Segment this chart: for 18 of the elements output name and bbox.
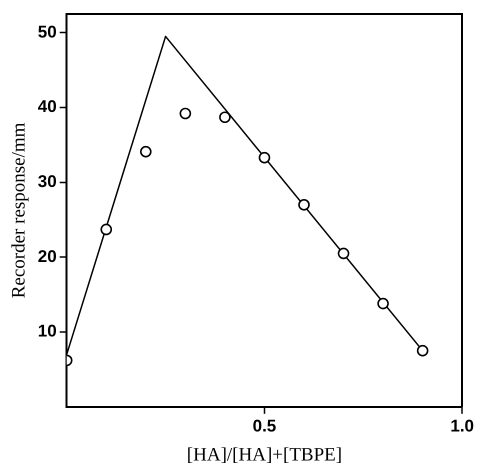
point	[100, 224, 112, 236]
point	[377, 298, 389, 310]
y-tick-label: 30	[38, 172, 57, 192]
point	[416, 344, 428, 356]
point	[219, 111, 231, 124]
y-tick-label: 40	[38, 97, 57, 116]
y-axis-title: Recorder response/mm	[8, 122, 30, 298]
y-tick-label: 20	[38, 246, 57, 266]
x-axis-title: [HA]/[HA]+[TBPE]	[186, 444, 342, 466]
point	[338, 248, 350, 260]
x-tick-label: 0.5	[252, 416, 276, 436]
point	[180, 108, 192, 120]
point	[298, 198, 310, 211]
y-tick-label: 10	[38, 322, 57, 341]
y-tick-label: 50	[38, 22, 57, 42]
point	[140, 146, 152, 158]
x-tick-label: 1.0	[450, 416, 474, 436]
point	[258, 152, 270, 164]
